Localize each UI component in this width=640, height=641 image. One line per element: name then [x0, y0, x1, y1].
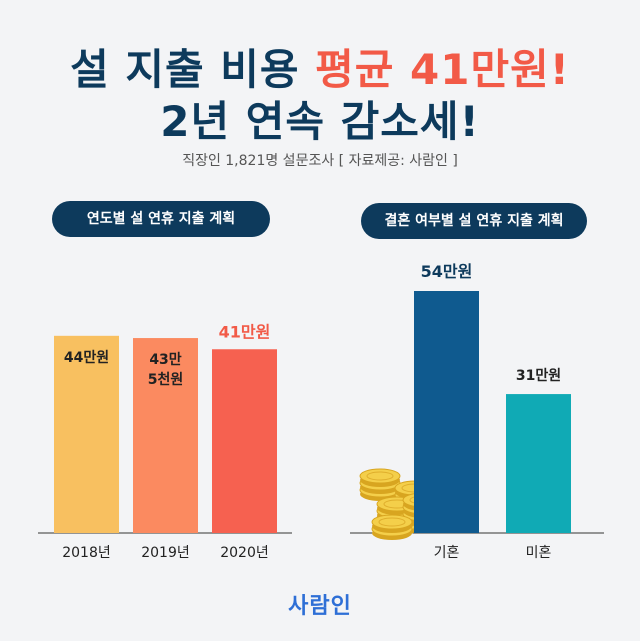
brand-logo: 사람인 — [288, 594, 352, 619]
tick-label-미혼: 미혼 — [526, 545, 552, 561]
headline-line1-pre: 설 지출 비용 — [70, 45, 316, 94]
headline-line1: 설 지출 비용 평균 41만원! — [0, 36, 640, 97]
subtitle: 직장인 1,821명 설문조사 [ 자료제공: 사람인 ] — [182, 153, 458, 169]
tick-label-2019년: 2019년 — [141, 545, 190, 561]
bar-2018년 — [54, 335, 119, 533]
tick-label-기혼: 기혼 — [434, 545, 460, 561]
headline-line2: 2년 연속 감소세! — [160, 97, 480, 146]
chart-title-marital: 결혼 여부별 설 연휴 지출 계획 — [361, 203, 587, 239]
tick-label-2018년: 2018년 — [62, 545, 111, 561]
data-label-2020년: 41만원 — [219, 322, 271, 341]
data-label-기혼: 54만원 — [421, 262, 473, 281]
bar-2019년 — [133, 338, 198, 533]
data-label-2019년: 43만 — [149, 352, 181, 368]
data-label-미혼: 31만원 — [516, 368, 561, 384]
chart-title-yearly: 연도별 설 연휴 지출 계획 — [52, 201, 270, 237]
bar-2020년 — [212, 349, 277, 533]
bar-기혼 — [414, 291, 479, 533]
bar-미혼 — [506, 394, 571, 533]
tick-label-2020년: 2020년 — [220, 545, 269, 561]
data-label-2018년: 44만원 — [64, 350, 109, 366]
data-label-2019년-b: 5천원 — [148, 372, 184, 388]
headline-highlight: 평균 41만원! — [315, 45, 570, 94]
